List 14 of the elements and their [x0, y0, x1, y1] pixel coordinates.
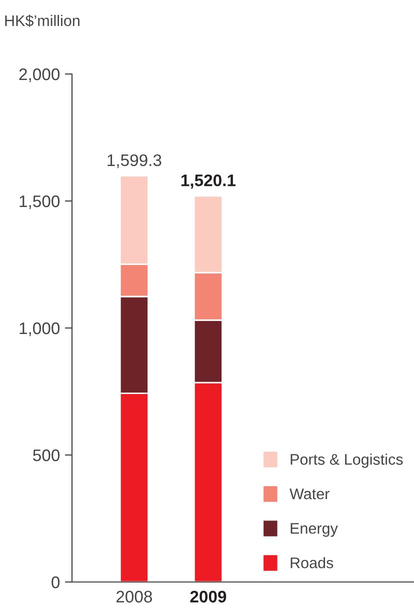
x-tick-label: 2008 — [116, 590, 152, 603]
y-tick-label: 2,000 — [19, 68, 60, 82]
y-axis-title: HK$’million — [5, 14, 80, 28]
y-tick-label: 0 — [52, 576, 60, 588]
total-label: 1,599.3 — [108, 154, 162, 168]
x-tick-label: 2009 — [190, 590, 226, 603]
legend-label: Ports & Logistics — [290, 454, 403, 468]
y-tick-label: 1,000 — [20, 322, 60, 336]
total-label: 1,520.1 — [181, 174, 236, 189]
y-tick-label: 1,500 — [20, 195, 60, 210]
legend-label: Energy — [290, 523, 338, 537]
y-tick-label: 500 — [33, 449, 60, 462]
legend-label: Roads — [290, 557, 334, 568]
legend-label: Water — [290, 488, 330, 500]
